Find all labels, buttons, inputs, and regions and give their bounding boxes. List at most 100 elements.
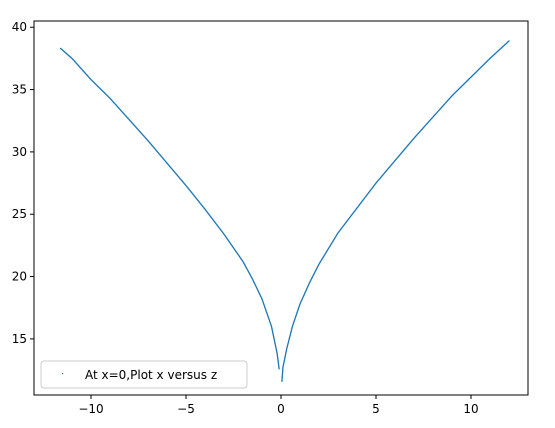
x-tick-label: 10 [463,402,478,416]
data-point [252,279,254,281]
data-point [245,267,247,269]
data-point [266,313,268,315]
data-point [255,286,257,288]
data-point [288,338,290,340]
data-point [301,298,303,301]
data-point [286,345,288,347]
data-point [318,264,320,266]
data-point [302,296,304,298]
data-point [273,340,276,342]
data-point [296,310,299,312]
data-point [276,351,278,353]
data-point [272,332,274,334]
data-point [263,303,265,305]
data-point [274,342,276,344]
data-point [281,371,284,373]
data-point [261,297,263,299]
data-point [310,278,312,280]
data-point [296,311,298,313]
data-point [269,322,271,324]
data-point [287,341,290,343]
data-point [313,273,315,275]
data-point [278,364,280,367]
data-point [290,330,292,332]
data-point [309,280,312,282]
data-point [269,320,271,322]
data-point [252,280,255,282]
data-point [300,300,303,302]
data-point [283,362,285,364]
data-point [262,302,264,304]
data-point [278,366,280,369]
data-point [267,315,269,317]
series-points [60,40,510,382]
data-point [267,315,269,317]
data-point [262,301,264,303]
data-point [304,291,307,293]
data-point [266,311,268,313]
data-point [286,346,288,349]
data-point [266,313,268,315]
data-point [253,282,255,284]
data-point [305,289,307,292]
data-point [271,330,274,332]
data-point [298,304,301,306]
data-point [291,326,293,328]
data-point [285,348,288,351]
data-point [290,331,292,334]
data-point [253,281,255,283]
data-point [282,371,284,373]
y-tick-label: 25 [12,207,27,221]
data-point [296,311,298,314]
data-point [271,329,273,332]
data-point [281,377,283,379]
data-point [276,354,278,356]
data-point [300,301,302,303]
data-point [284,355,286,357]
data-point [289,336,291,338]
data-point [310,279,312,281]
data-point [273,336,275,338]
data-point [286,348,288,350]
data-point [294,317,296,320]
data-point [287,342,289,344]
data-point [257,290,259,292]
x-tick-label: −10 [78,402,103,416]
data-point [308,282,311,284]
data-point [290,329,292,332]
data-point [250,275,252,277]
data-point [275,348,277,350]
data-point [275,345,277,347]
data-point [336,234,338,236]
data-point [275,349,278,352]
data-point [256,288,258,290]
data-point [264,306,266,308]
data-point [312,274,314,276]
data-point [285,350,287,352]
data-point [314,271,316,273]
data-point [249,274,252,276]
data-point [263,303,265,305]
data-point [303,295,305,297]
data-point [301,297,304,299]
data-point [258,291,260,294]
data-point [246,267,248,270]
data-point [295,315,297,317]
data-point [252,279,254,281]
data-point [268,317,270,320]
data-point [281,379,283,381]
data-point [297,308,300,310]
data-point [277,356,279,358]
data-point [302,296,304,299]
data-point [242,261,244,263]
x-tick-label: 0 [277,402,285,416]
data-point [299,303,301,305]
data-point [336,233,338,235]
data-point [313,274,315,276]
data-point [277,363,280,365]
data-point [271,326,273,328]
data-point [272,331,274,333]
data-point [283,358,286,360]
data-point [308,284,310,286]
data-point [262,300,264,302]
